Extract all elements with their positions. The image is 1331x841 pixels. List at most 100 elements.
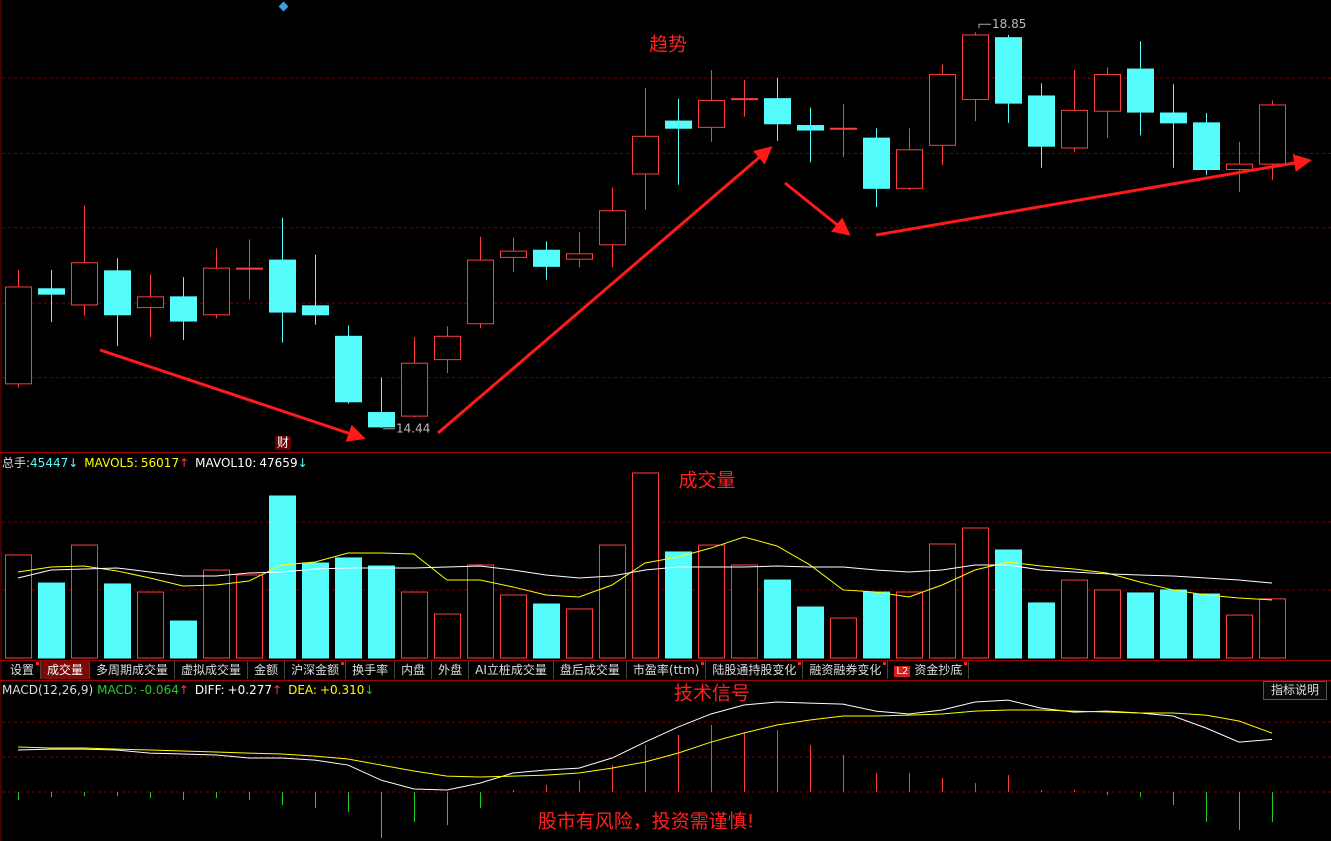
tab-label: 金额: [254, 663, 279, 677]
candle-body: [698, 99, 725, 128]
legend-label: MAVOL5:: [84, 456, 138, 470]
legend-value: +0.277: [228, 683, 272, 697]
volume-bar: [1259, 598, 1286, 659]
tab-label: AI立桩成交量: [475, 663, 547, 677]
legend-label: DEA:: [288, 683, 317, 697]
volume-bar: [38, 582, 65, 659]
volume-bar: [698, 544, 725, 659]
trend-arrows: [99, 146, 1312, 442]
tab-label: 设置: [10, 663, 35, 677]
header-value: 45447: [30, 456, 68, 470]
candle-body: [236, 267, 263, 270]
candle-body: [1193, 122, 1220, 171]
trend-arrow: [437, 146, 773, 435]
volume-bar: [1127, 592, 1154, 659]
legend-label: MACD:: [97, 683, 137, 697]
indicator-header: 总手:45447↓ MAVOL5: 56017↑ MAVOL10: 47659↓: [2, 456, 308, 470]
tab[interactable]: 融资融券变化: [803, 661, 889, 679]
warning: 股市有风险，投资需谨慎!: [538, 811, 755, 833]
tab-label: 多周期成交量: [96, 663, 169, 677]
tab-dot: [964, 662, 968, 665]
tab[interactable]: 市盈率(ttm): [626, 661, 707, 679]
event-label: 财: [277, 436, 289, 450]
candle-body: [731, 98, 758, 101]
candle-body: [1061, 109, 1088, 149]
volume-bar: [467, 564, 494, 659]
candle-body: [104, 270, 131, 316]
marker-diamond: [278, 1, 289, 12]
tab[interactable]: 外盘: [432, 661, 470, 679]
tab[interactable]: 金额: [248, 661, 286, 679]
legend-label: DIFF:: [195, 683, 225, 697]
candle-body: [38, 288, 65, 295]
tab-label: 市盈率(ttm): [632, 663, 700, 677]
legend-arrow: ↓: [298, 456, 308, 470]
candle-body: [467, 259, 494, 325]
volume-bar: [1061, 579, 1088, 659]
volume-bar: [302, 562, 329, 659]
legend-arrow: ↑: [179, 456, 189, 470]
tab-label: 内盘: [401, 663, 426, 677]
volume-bar: [1160, 589, 1187, 659]
indicator-title: MACD(12,26,9): [2, 683, 93, 697]
tab[interactable]: L2 资金抄底: [888, 661, 970, 679]
high-pointer: [978, 23, 991, 29]
tab[interactable]: 盘后成交量: [553, 661, 627, 679]
tab-label: 盘后成交量: [559, 663, 620, 677]
indicator-help-button[interactable]: 指标说明: [1263, 681, 1327, 700]
volume-bar: [368, 565, 395, 659]
legend-value: 47659: [259, 456, 297, 470]
volume-bar: [1226, 614, 1253, 659]
candle-body: [962, 34, 989, 101]
indicator-line: [17, 536, 1273, 601]
tab-badge: L2: [894, 666, 911, 677]
annotation: 成交量: [678, 470, 735, 492]
tab-label: 虚拟成交量: [181, 663, 242, 677]
tab[interactable]: 成交量: [41, 661, 91, 679]
volume-bar: [500, 594, 527, 659]
volume-bar: [929, 543, 956, 659]
tab[interactable]: 换手率: [346, 661, 396, 679]
tab[interactable]: 虚拟成交量: [175, 661, 249, 679]
volume-bar: [599, 544, 626, 659]
legend-arrow: ↓: [364, 683, 374, 697]
candle-body: [500, 250, 527, 258]
volume-bar: [401, 591, 428, 659]
volume-bar: [236, 574, 263, 659]
tab-label: 成交量: [47, 663, 84, 677]
header-arrow: ↓: [68, 456, 78, 470]
candle-body: [995, 37, 1022, 104]
tab[interactable]: 内盘: [395, 661, 433, 679]
volume-bar: [170, 620, 197, 659]
volume-bar: [863, 591, 890, 659]
legend-arrow: ↑: [179, 683, 189, 697]
volume-bar: [533, 603, 560, 659]
indicator-line: [17, 564, 1273, 584]
legend-value: 56017: [141, 456, 179, 470]
indicator-tabs: 设置 成交量 多周期成交量 虚拟成交量 金额 沪深金额 换手率 内盘 外盘 AI立桩成交量 盘后成交…: [4, 661, 970, 679]
candle-body: [1226, 163, 1253, 171]
volume-bar: [1094, 589, 1121, 659]
candle-body: [335, 335, 362, 403]
tab[interactable]: 陆股通持股变化: [706, 661, 804, 679]
tab-dot: [701, 662, 705, 665]
volume-bar: [137, 591, 164, 659]
volume-bar: [995, 549, 1022, 659]
legend-arrow: ↑: [272, 683, 282, 697]
tab-dot: [341, 662, 345, 665]
candle-body: [1127, 68, 1154, 113]
tab[interactable]: 设置: [4, 661, 42, 679]
candle-body: [1259, 104, 1286, 165]
tab[interactable]: 多周期成交量: [90, 661, 176, 679]
volume-bar: [665, 551, 692, 659]
candle-body: [599, 210, 626, 246]
candle-body: [830, 127, 857, 130]
candle-body: [896, 149, 923, 189]
candle-body: [434, 335, 461, 361]
volume-bar: [962, 527, 989, 659]
indicator-line: [17, 709, 1273, 778]
tab[interactable]: 沪深金额: [285, 661, 347, 679]
tab[interactable]: AI立桩成交量: [469, 661, 554, 679]
volume-bar: [632, 472, 659, 659]
